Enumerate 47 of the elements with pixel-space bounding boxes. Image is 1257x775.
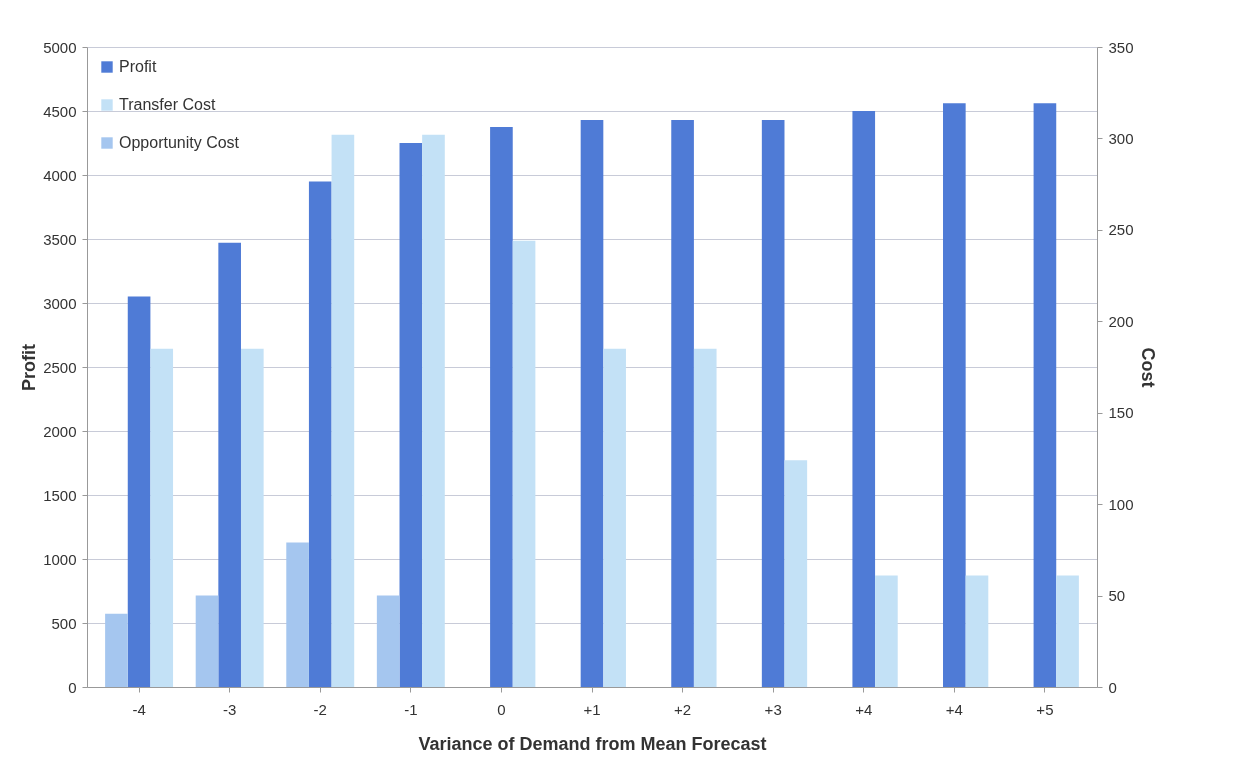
y2-tick-label: 350 bbox=[1108, 38, 1134, 56]
y-tick-label: 4000 bbox=[43, 166, 77, 184]
bar bbox=[105, 613, 128, 687]
y2-tick-label: 50 bbox=[1108, 587, 1126, 605]
y-tick-label: 3000 bbox=[43, 294, 77, 312]
x-tick-label: +5 bbox=[1036, 700, 1054, 718]
bar bbox=[1033, 103, 1057, 687]
bar bbox=[1056, 575, 1079, 687]
x-tick-label: -1 bbox=[404, 700, 418, 718]
y-tick-label: 2500 bbox=[43, 358, 77, 376]
x-tick-label: -2 bbox=[313, 700, 327, 718]
y-tick-label: 4500 bbox=[43, 102, 77, 120]
y-tick-label: 1000 bbox=[43, 550, 77, 568]
y2-tick-label: 150 bbox=[1108, 404, 1134, 422]
y2-tick-label: 250 bbox=[1108, 221, 1134, 239]
y2-tick-label: 300 bbox=[1108, 129, 1134, 147]
x-tick-label: +3 bbox=[764, 700, 782, 718]
bar bbox=[286, 542, 309, 687]
bar bbox=[875, 575, 898, 687]
y-tick-label: 0 bbox=[68, 678, 77, 696]
y-axis-title: Profit bbox=[19, 344, 40, 391]
legend-label: Profit bbox=[119, 58, 157, 75]
y2-tick-label: 0 bbox=[1108, 678, 1117, 696]
y-tick-label: 2000 bbox=[43, 422, 77, 440]
x-tick-label: -4 bbox=[132, 700, 146, 718]
x-tick-label: +4 bbox=[945, 700, 963, 718]
bar bbox=[761, 119, 785, 687]
legend-label: Transfer Cost bbox=[119, 96, 216, 113]
x-axis-title: Variance of Demand from Mean Forecast bbox=[418, 733, 767, 754]
y2-tick-label: 100 bbox=[1108, 495, 1134, 513]
bar bbox=[965, 575, 989, 687]
y2-axis-title: Cost bbox=[1137, 347, 1158, 388]
y2-tick-label: 200 bbox=[1108, 312, 1134, 330]
bar bbox=[852, 111, 876, 687]
bar bbox=[195, 595, 219, 687]
y-tick-label: 3500 bbox=[43, 230, 77, 248]
y-tick-label: 5000 bbox=[43, 38, 77, 56]
x-tick-label: -3 bbox=[223, 700, 237, 718]
legend-label: Opportunity Cost bbox=[119, 134, 240, 151]
x-tick-label: +2 bbox=[674, 700, 692, 718]
y-tick-label: 1500 bbox=[43, 486, 77, 504]
x-tick-label: +1 bbox=[583, 700, 601, 718]
y-tick-label: 500 bbox=[51, 614, 77, 632]
x-tick-label: 0 bbox=[497, 700, 506, 718]
bar bbox=[376, 595, 400, 687]
bar bbox=[943, 103, 966, 687]
x-tick-label: +4 bbox=[855, 700, 873, 718]
